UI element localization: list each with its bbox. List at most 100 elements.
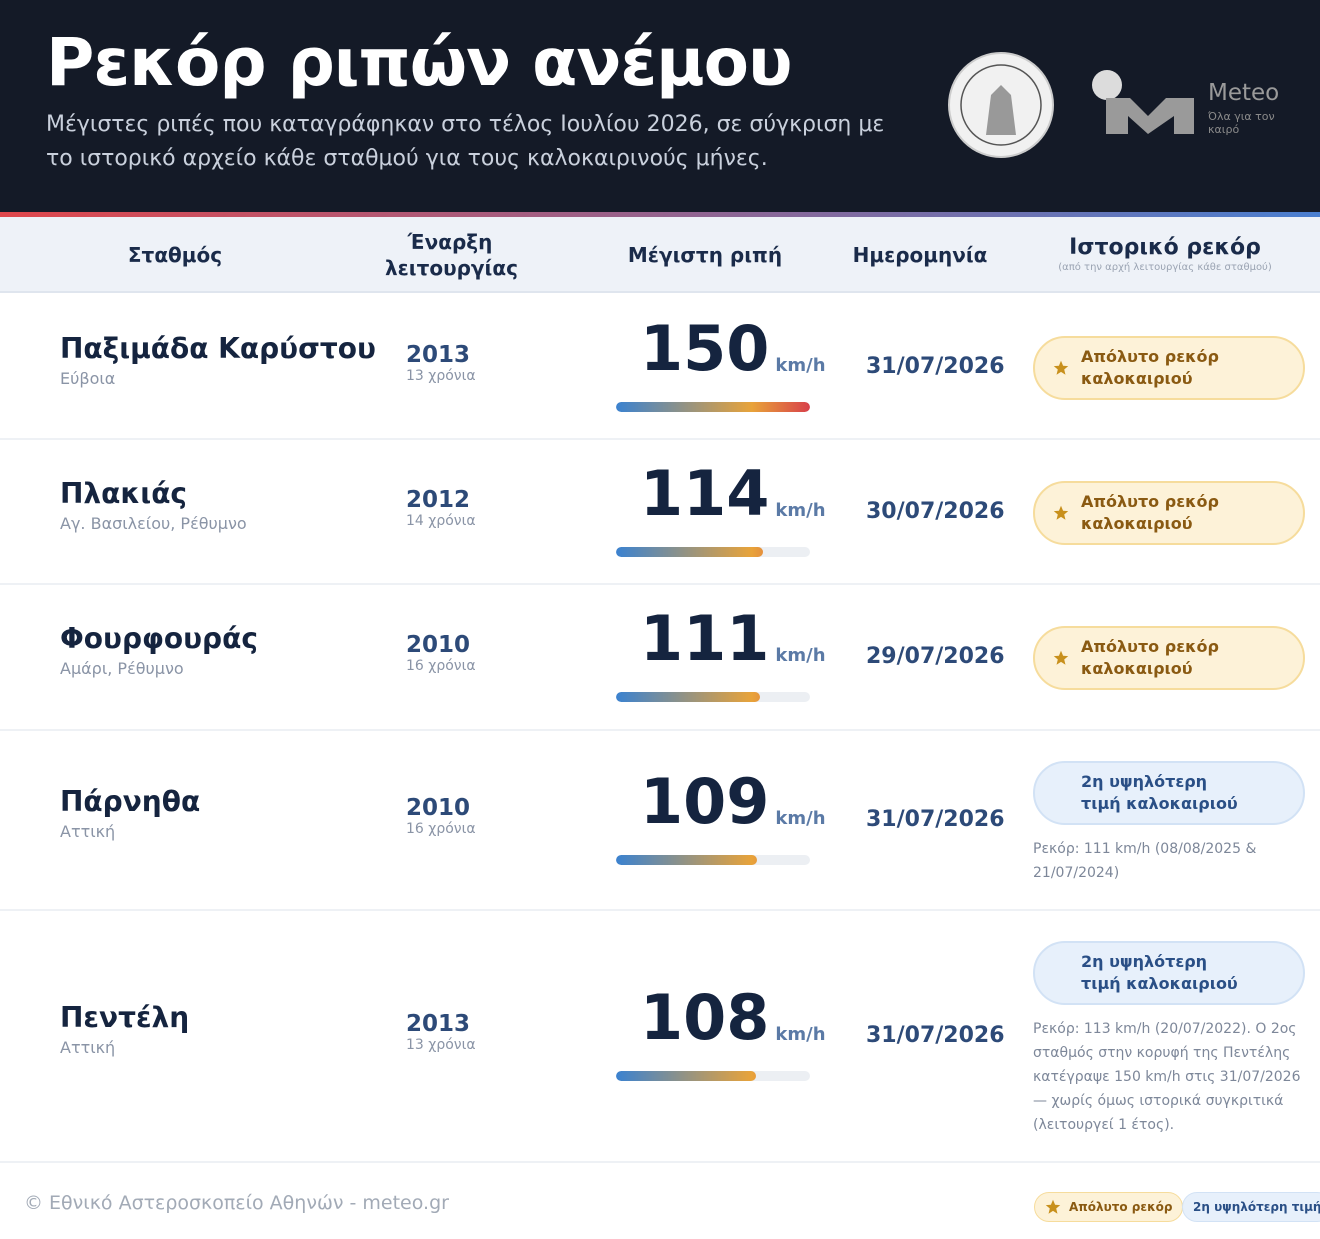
column-title: Ιστορικό ρεκόρ	[1069, 235, 1261, 260]
gust-bar	[616, 692, 760, 702]
station-region: Εύβοια	[60, 368, 116, 388]
record-date: 29/07/2026	[866, 644, 1005, 669]
header: Ρεκόρ ριπών ανέμου Μέγιστες ριπές που κα…	[0, 0, 1320, 212]
gust-cell: 111 km/h	[640, 608, 826, 670]
column-header: Ιστορικό ρεκόρ (από την αρχή λειτουργίας …	[1020, 217, 1310, 293]
star-icon	[1053, 650, 1069, 665]
record-date: 31/07/2026	[866, 1023, 1005, 1048]
gust-unit: km/h	[775, 354, 826, 376]
gust-unit: km/h	[775, 499, 826, 521]
record-badge: Απόλυτο ρεκόρ καλοκαιριού	[1033, 335, 1305, 400]
start-year: 2010	[406, 632, 471, 658]
start-year: 2012	[406, 486, 471, 513]
start-cell: 2010 16 χρόνια	[406, 632, 476, 674]
table-header: Σταθμός Έναρξη λειτουργίας Μέγιστη ριπή Ημε…	[0, 217, 1320, 293]
footer-credit: © Εθνικό Αστεροσκοπείο Αθηνών - meteo.gr	[24, 1192, 449, 1214]
gust-bar	[616, 401, 810, 412]
logo-tagline: Όλα για τον καιρό	[1208, 110, 1275, 136]
column-header: Έναρξη λειτουργίας	[370, 217, 530, 293]
gust-value: 114	[640, 456, 770, 530]
column-header: Σταθμός	[60, 217, 290, 293]
start-year: 2013	[406, 1011, 471, 1037]
column-header: Ημερομηνία	[830, 217, 1010, 293]
badge-text: Απόλυτο ρεκόρ καλοκαιριού	[1081, 346, 1219, 388]
start-cell: 2012 14 χρόνια	[406, 487, 476, 529]
table-row: Φουρφουράς Αμάρι, Ρέθυμνο 2010 16 χρόνια 111…	[0, 585, 1320, 731]
gust-unit: km/h	[775, 1024, 826, 1045]
station-region: Αγ. Βασιλείου, Ρέθυμνο	[60, 513, 247, 533]
station-name: Πεντέλη	[60, 1001, 190, 1034]
star-icon	[1053, 360, 1069, 375]
table-row: Πλακιάς Αγ. Βασιλείου, Ρέθυμνο 2012 14 χρόν…	[0, 440, 1320, 585]
legend-label: 2η υψηλότερη τιμή	[1193, 1200, 1320, 1214]
record-badge: 2η υψηλότερη τιμή καλοκαιριού	[1033, 941, 1305, 1005]
meteo-icon	[1092, 70, 1194, 134]
gust-unit: km/h	[775, 808, 826, 829]
gust-bar-track	[616, 546, 810, 557]
gust-value: 109	[640, 765, 770, 838]
badge-text: Απόλυτο ρεκόρ καλοκαιριού	[1081, 637, 1219, 678]
gust-bar	[616, 546, 764, 557]
legend-chip: Απόλυτο ρεκόρ	[1034, 1192, 1184, 1222]
start-cell: 2013 13 χρόνια	[406, 1011, 476, 1053]
record-date: 31/07/2026	[866, 807, 1005, 832]
station-region: Αττική	[60, 1038, 116, 1057]
station-name: Πλακιάς	[60, 476, 188, 510]
gust-bar-track	[616, 1071, 810, 1081]
badge-text: 2η υψηλότερη τιμή καλοκαιριού	[1081, 772, 1238, 813]
station-region: Αττική	[60, 822, 116, 841]
station-name: Φουρφουράς	[60, 622, 258, 655]
operating-years: 13 χρόνια	[406, 367, 476, 384]
star-icon	[1053, 505, 1069, 520]
legend-chip: 2η υψηλότερη τιμή	[1182, 1192, 1320, 1222]
gust-bar-track	[616, 855, 810, 865]
gust-bar	[616, 855, 757, 865]
gust-bar	[616, 1071, 756, 1081]
operating-years: 16 χρόνια	[406, 658, 476, 674]
gust-cell: 114 km/h	[640, 456, 826, 530]
badge-text: Απόλυτο ρεκόρ καλοκαιριού	[1081, 491, 1219, 533]
subtitle: Μέγιστες ριπές που καταγράφηκαν στο τέλο…	[46, 112, 885, 171]
record-badge: Απόλυτο ρεκόρ καλοκαιριού	[1033, 480, 1305, 545]
station-name: Πάρνηθα	[60, 785, 201, 818]
start-cell: 2010 16 χρόνια	[406, 795, 476, 837]
column-title: Σταθμός	[127, 243, 223, 267]
gust-value: 150	[640, 311, 770, 385]
station-cell: Φουρφουράς Αμάρι, Ρέθυμνο	[60, 622, 258, 678]
operating-years: 13 χρόνια	[406, 1037, 476, 1053]
column-title: Μέγιστη ριπή	[627, 243, 783, 267]
station-cell: Πεντέλη Αττική	[60, 1001, 189, 1057]
station-cell: Πλακιάς Αγ. Βασιλείου, Ρέθυμνο	[60, 477, 247, 533]
gust-value: 111	[640, 602, 770, 675]
observatory-seal	[948, 52, 1054, 158]
gust-bar-track	[616, 692, 810, 702]
gust-bar-track	[616, 401, 810, 412]
operating-years: 16 χρόνια	[406, 821, 476, 837]
station-cell: Παξιμάδα Καρύστου Εύβοια	[60, 332, 376, 388]
column-title: Ημερομηνία	[852, 243, 988, 267]
accent-stripe	[0, 212, 1320, 217]
record-note: Ρεκόρ: 113 km/h (20/07/2022). Ο 2ος σταθ…	[1033, 1021, 1301, 1133]
column-title: Έναρξη λειτουργίας	[385, 230, 518, 280]
station-region: Αμάρι, Ρέθυμνο	[60, 659, 184, 678]
operating-years: 14 χρόνια	[406, 512, 476, 529]
legend-label: Απόλυτο ρεκόρ	[1069, 1200, 1173, 1214]
gust-value: 108	[640, 981, 770, 1054]
gust-cell: 108 km/h	[640, 987, 826, 1049]
gust-unit: km/h	[775, 645, 826, 666]
table-row: Πεντέλη Αττική 2013 13 χρόνια 108 km/h 31/07/2…	[0, 911, 1320, 1163]
start-year: 2010	[406, 795, 471, 821]
column-note: (από την αρχή λειτουργίας κάθε σταθμού)	[1058, 262, 1272, 273]
gust-cell: 150 km/h	[640, 311, 826, 385]
record-date: 31/07/2026	[866, 353, 1005, 379]
start-cell: 2013 13 χρόνια	[406, 342, 476, 384]
station-cell: Πάρνηθα Αττική	[60, 785, 200, 841]
start-year: 2013	[406, 341, 471, 368]
record-date: 30/07/2026	[866, 498, 1005, 524]
record-note: Ρεκόρ: 111 km/h (08/08/2025 & 21/07/2024…	[1033, 841, 1257, 881]
star-icon	[1045, 1199, 1061, 1214]
badge-text: 2η υψηλότερη τιμή καλοκαιριού	[1081, 952, 1238, 993]
table-row: Πάρνηθα Αττική 2010 16 χρόνια 109 km/h 31/07/2…	[0, 731, 1320, 911]
